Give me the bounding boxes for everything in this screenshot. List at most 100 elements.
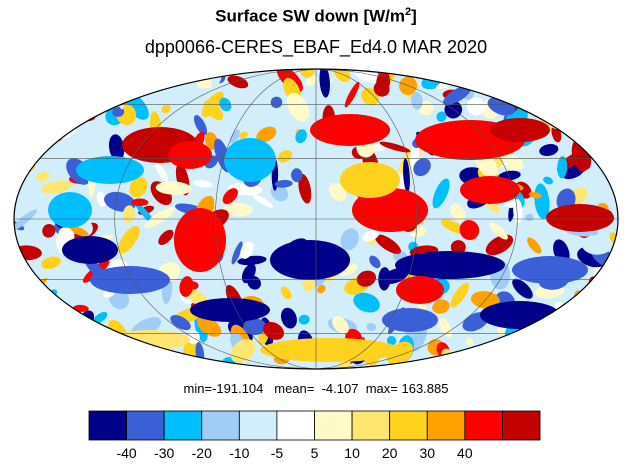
field-speckle (344, 81, 360, 108)
field-speckle (155, 181, 192, 195)
mean-value: -4.107 (321, 381, 359, 396)
chart-subtitle: dpp0066-CERES_EBAF_Ed4.0 MAR 2020 (144, 37, 488, 57)
field-speckle (558, 316, 573, 329)
min-value: -191.104 (212, 381, 264, 396)
field-speckle (54, 92, 71, 119)
colorbar-tick-label: -40 (116, 445, 136, 461)
colorbar-swatch (238, 410, 278, 441)
field-speckle (598, 130, 612, 143)
field-speckle (539, 144, 559, 157)
field-speckle (557, 155, 568, 179)
colorbar-swatch (389, 410, 428, 441)
field-speckle (475, 75, 496, 89)
field-speckle (485, 234, 514, 256)
field-region (512, 256, 588, 284)
field-speckle (274, 179, 293, 188)
field-speckle (96, 191, 107, 207)
field-speckle (481, 77, 497, 93)
field-region (90, 266, 170, 294)
field-speckle (471, 69, 486, 89)
field-speckle (295, 129, 307, 144)
field-region (382, 308, 438, 332)
field-region (168, 141, 212, 169)
field-speckle (40, 256, 61, 270)
field-speckle (24, 299, 48, 309)
colorbar-swatch (426, 410, 466, 441)
field-speckle (112, 106, 125, 117)
colorbar-swatch (201, 410, 240, 441)
colorbar-swatch (314, 410, 353, 441)
field-region (260, 338, 400, 362)
field-speckle (147, 352, 165, 363)
min-label: min= (183, 381, 213, 396)
field-speckle (122, 205, 135, 224)
max-label: max= (365, 381, 398, 396)
field-region (48, 192, 92, 228)
field-speckle (459, 220, 480, 241)
field-speckle (443, 85, 472, 106)
field-speckle (14, 100, 29, 118)
field-speckle (286, 92, 310, 122)
field-speckle (140, 69, 159, 91)
field-speckle (439, 317, 453, 338)
field-speckle (79, 291, 102, 303)
field-speckle (144, 207, 175, 228)
field-region (490, 118, 550, 142)
field-speckle (74, 320, 94, 336)
field-speckle (534, 183, 550, 220)
mean-label: mean= (274, 381, 315, 396)
field-speckle (328, 183, 347, 202)
colorbar: -40 -30 -20 -10 -5 5 10 20 30 40 (88, 410, 541, 461)
colorbar-swatch (351, 410, 391, 441)
field-speckle (229, 129, 240, 144)
field-speckle (252, 194, 274, 208)
field-region (190, 298, 270, 322)
field-speckle (58, 227, 75, 244)
colorbar-tick-label: 5 (311, 445, 319, 461)
field-region (76, 156, 144, 184)
field-region (395, 251, 505, 279)
field-speckle (291, 168, 303, 183)
field-speckle (379, 141, 411, 153)
field-region (352, 188, 428, 232)
field-speckle (512, 278, 533, 299)
field-speckle (543, 176, 553, 185)
field-region (224, 138, 276, 182)
field-region (62, 236, 118, 264)
field-speckle (14, 69, 23, 82)
field-speckle (158, 229, 174, 245)
field-speckle (280, 286, 292, 300)
field-speckle (421, 222, 442, 234)
field-region (396, 276, 444, 304)
colorbar-tick-label: 30 (419, 445, 435, 461)
field-speckle (362, 229, 380, 242)
field-speckle (49, 101, 67, 132)
field-speckle (570, 300, 587, 312)
field-speckle (581, 309, 602, 337)
field-speckle (187, 330, 200, 345)
field-speckle (193, 114, 208, 136)
stats-line: min=-191.104 mean= -4.107 max= 163.885 (0, 381, 632, 396)
field-speckle (450, 240, 466, 255)
field-speckle (542, 81, 573, 106)
field-speckle (595, 98, 618, 106)
field-speckle (108, 134, 125, 161)
field-speckle (386, 335, 397, 346)
colorbar-swatch (88, 410, 127, 441)
field-speckle (131, 233, 147, 257)
field-speckle (463, 69, 491, 86)
field-speckle (270, 96, 283, 109)
field-speckle (413, 158, 431, 177)
field-speckle (317, 284, 326, 294)
field-speckle (509, 352, 534, 369)
field-speckle (30, 114, 49, 135)
max-value: 163.885 (401, 381, 449, 396)
field-speckle (361, 87, 379, 106)
field-speckle (522, 353, 553, 369)
field-region (270, 240, 350, 280)
title-superscript: 2 (405, 6, 412, 18)
field-speckle (566, 69, 580, 80)
field-speckle (80, 70, 114, 87)
field-speckle (432, 178, 450, 209)
field-speckle (305, 75, 318, 87)
